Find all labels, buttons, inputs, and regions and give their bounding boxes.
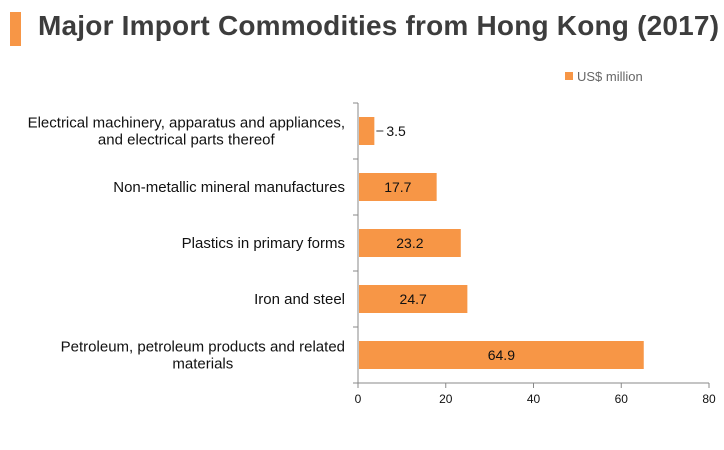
data-label: 3.5 — [386, 123, 406, 139]
category-label: and electrical parts thereof — [98, 132, 276, 149]
bar — [359, 117, 375, 145]
bar — [359, 229, 461, 257]
x-tick-label: 20 — [439, 392, 453, 406]
bar — [359, 285, 468, 313]
x-tick-label: 40 — [527, 392, 541, 406]
x-tick-label: 0 — [355, 392, 362, 406]
x-tick-label: 60 — [615, 392, 629, 406]
category-label: Non-metallic mineral manufactures — [113, 179, 345, 196]
chart-title: Major Import Commodities from Hong Kong … — [38, 10, 720, 41]
data-label: 17.7 — [384, 179, 411, 195]
chart-axes: 0 20 40 60 80 — [353, 102, 716, 406]
legend: US$ million — [565, 69, 643, 84]
category-label: Iron and steel — [254, 291, 345, 308]
data-label: 64.9 — [488, 347, 515, 363]
bar — [359, 341, 644, 369]
legend-swatch — [565, 72, 573, 80]
data-label: 24.7 — [400, 291, 427, 307]
category-label: Electrical machinery, apparatus and appl… — [28, 115, 345, 132]
legend-label: US$ million — [577, 69, 643, 84]
category-label: Petroleum, petroleum products and relate… — [61, 339, 345, 356]
bar — [359, 173, 437, 201]
category-label: materials — [172, 356, 233, 373]
title-accent-bar — [10, 12, 21, 46]
bar-series: 3.5 17.7 23.2 24.7 64.9 — [359, 117, 644, 369]
category-label: Plastics in primary forms — [182, 235, 345, 252]
category-labels: Electrical machinery, apparatus and appl… — [28, 115, 345, 373]
x-tick-label: 80 — [702, 392, 716, 406]
data-label: 23.2 — [396, 235, 423, 251]
